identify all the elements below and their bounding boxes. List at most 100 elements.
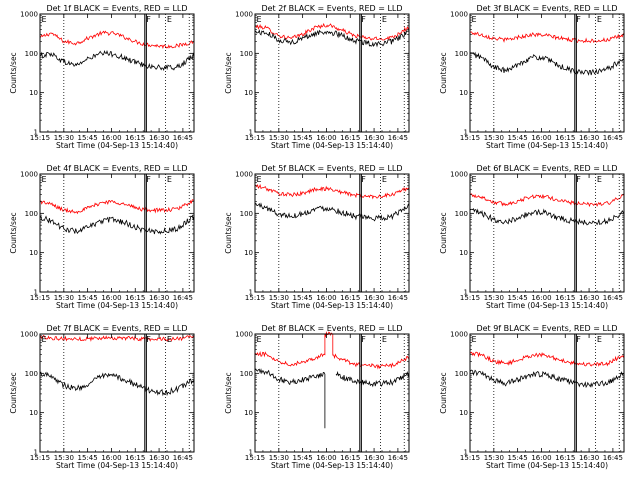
x-tick-label: 16:45	[388, 134, 408, 142]
series-line-red	[39, 199, 195, 215]
segment-marker: E	[42, 15, 47, 24]
y-axis-label: Counts/sec	[224, 372, 233, 413]
y-tick-label: 1	[34, 289, 38, 297]
y-tick-label: 1000	[450, 171, 468, 179]
chart-title: Det 4f BLACK = Events, RED = LLD	[46, 164, 187, 173]
y-tick-label: 100	[240, 50, 253, 58]
chart-title: Det 7f BLACK = Events, RED = LLD	[46, 324, 187, 333]
x-tick-label: 16:00	[101, 294, 121, 302]
y-tick-label: 1	[249, 449, 253, 457]
segment-marker: F	[361, 335, 366, 344]
x-tick-label: 16:00	[531, 134, 551, 142]
x-tick-label: 15:15	[30, 294, 50, 302]
series-line-black	[254, 202, 410, 222]
y-tick-label: 10	[459, 249, 468, 257]
chart-title: Det 2f BLACK = Events, RED = LLD	[261, 4, 402, 13]
y-tick-label: 10	[459, 89, 468, 97]
y-tick-label: 1000	[235, 171, 253, 179]
segment-marker: E	[167, 15, 172, 24]
x-tick-label: 15:45	[293, 134, 313, 142]
chart-panel-det9: Det 9f BLACK = Events, RED = LLD E F E 1 10 10…	[439, 324, 625, 470]
x-axis-label: Start Time (04-Sep-13 15:14:40)	[271, 141, 393, 150]
x-tick-label: 15:45	[78, 294, 98, 302]
series-line-red	[469, 193, 625, 208]
x-axis-label: Start Time (04-Sep-13 15:14:40)	[271, 301, 393, 310]
y-tick-label: 1000	[20, 171, 38, 179]
plot-frame	[254, 333, 410, 453]
y-axis-label: Counts/sec	[9, 212, 18, 253]
x-axis-label: Start Time (04-Sep-13 15:14:40)	[271, 461, 393, 470]
y-tick-label: 1	[34, 129, 38, 137]
chart-title: Det 8f BLACK = Events, RED = LLD	[261, 324, 402, 333]
segment-marker: E	[167, 335, 172, 344]
chart-title: Det 9f BLACK = Events, RED = LLD	[476, 324, 617, 333]
segment-marker: F	[146, 335, 151, 344]
chart-panel-det6: Det 6f BLACK = Events, RED = LLD E F E 1 10 10…	[439, 164, 625, 310]
x-tick-label: 16:30	[149, 454, 169, 462]
segment-marker: E	[382, 15, 387, 24]
y-tick-label: 1000	[235, 11, 253, 19]
x-tick-label: 16:30	[364, 294, 384, 302]
x-tick-label: 16:30	[364, 134, 384, 142]
x-tick-label: 16:00	[101, 134, 121, 142]
y-tick-label: 1000	[450, 11, 468, 19]
x-axis-label: Start Time (04-Sep-13 15:14:40)	[486, 461, 608, 470]
segment-marker: E	[472, 15, 477, 24]
chart-title: Det 1f BLACK = Events, RED = LLD	[46, 4, 187, 13]
x-tick-label: 15:15	[460, 134, 480, 142]
x-tick-label: 15:45	[78, 454, 98, 462]
plot-frame	[39, 333, 195, 453]
x-tick-label: 16:30	[149, 134, 169, 142]
x-tick-label: 15:30	[269, 134, 289, 142]
x-tick-label: 16:15	[340, 134, 360, 142]
y-tick-label: 100	[25, 370, 38, 378]
plot-frame	[254, 173, 410, 293]
series-line-black	[469, 208, 625, 226]
chart-title: Det 5f BLACK = Events, RED = LLD	[261, 164, 402, 173]
x-tick-label: 16:45	[173, 294, 193, 302]
x-tick-label: 16:30	[579, 134, 599, 142]
chart-panel-det2: Det 2f BLACK = Events, RED = LLD E F E 1 10 10…	[224, 4, 410, 150]
y-tick-label: 100	[240, 210, 253, 218]
x-tick-label: 16:30	[364, 454, 384, 462]
x-tick-label: 16:00	[531, 454, 551, 462]
x-tick-label: 15:45	[508, 294, 528, 302]
x-tick-label: 16:15	[555, 454, 575, 462]
y-axis-label: Counts/sec	[9, 372, 18, 413]
x-tick-label: 15:15	[460, 454, 480, 462]
y-tick-label: 1	[34, 449, 38, 457]
segment-marker: E	[42, 175, 47, 184]
segment-marker: F	[576, 175, 581, 184]
chart-panel-det5: Det 5f BLACK = Events, RED = LLD E F E 1 10 10…	[224, 164, 410, 310]
y-tick-label: 10	[459, 409, 468, 417]
x-tick-label: 15:30	[54, 134, 74, 142]
y-axis-label: Counts/sec	[439, 212, 448, 253]
plot-frame	[39, 13, 195, 133]
x-tick-label: 16:15	[340, 454, 360, 462]
x-tick-label: 16:15	[125, 294, 145, 302]
y-tick-label: 1	[249, 289, 253, 297]
y-axis-label: Counts/sec	[224, 52, 233, 93]
x-tick-label: 16:15	[125, 454, 145, 462]
y-tick-label: 1000	[450, 331, 468, 339]
x-axis-label: Start Time (04-Sep-13 15:14:40)	[486, 301, 608, 310]
series-line-black	[469, 51, 625, 76]
x-tick-label: 16:00	[316, 134, 336, 142]
y-tick-label: 10	[244, 89, 253, 97]
x-tick-label: 15:15	[245, 454, 265, 462]
plot-frame	[254, 13, 410, 133]
x-tick-label: 15:45	[293, 454, 313, 462]
x-axis-label: Start Time (04-Sep-13 15:14:40)	[56, 461, 178, 470]
segment-marker: E	[257, 175, 262, 184]
series-line-red	[254, 183, 410, 200]
series-line-red	[469, 31, 625, 44]
x-tick-label: 16:45	[603, 454, 623, 462]
segment-marker: E	[257, 15, 262, 24]
x-axis-label: Start Time (04-Sep-13 15:14:40)	[56, 141, 178, 150]
segment-marker: F	[146, 15, 151, 24]
x-tick-label: 16:45	[603, 294, 623, 302]
chart-title: Det 6f BLACK = Events, RED = LLD	[476, 164, 617, 173]
plot-frame	[39, 173, 195, 293]
segment-marker: E	[257, 335, 262, 344]
